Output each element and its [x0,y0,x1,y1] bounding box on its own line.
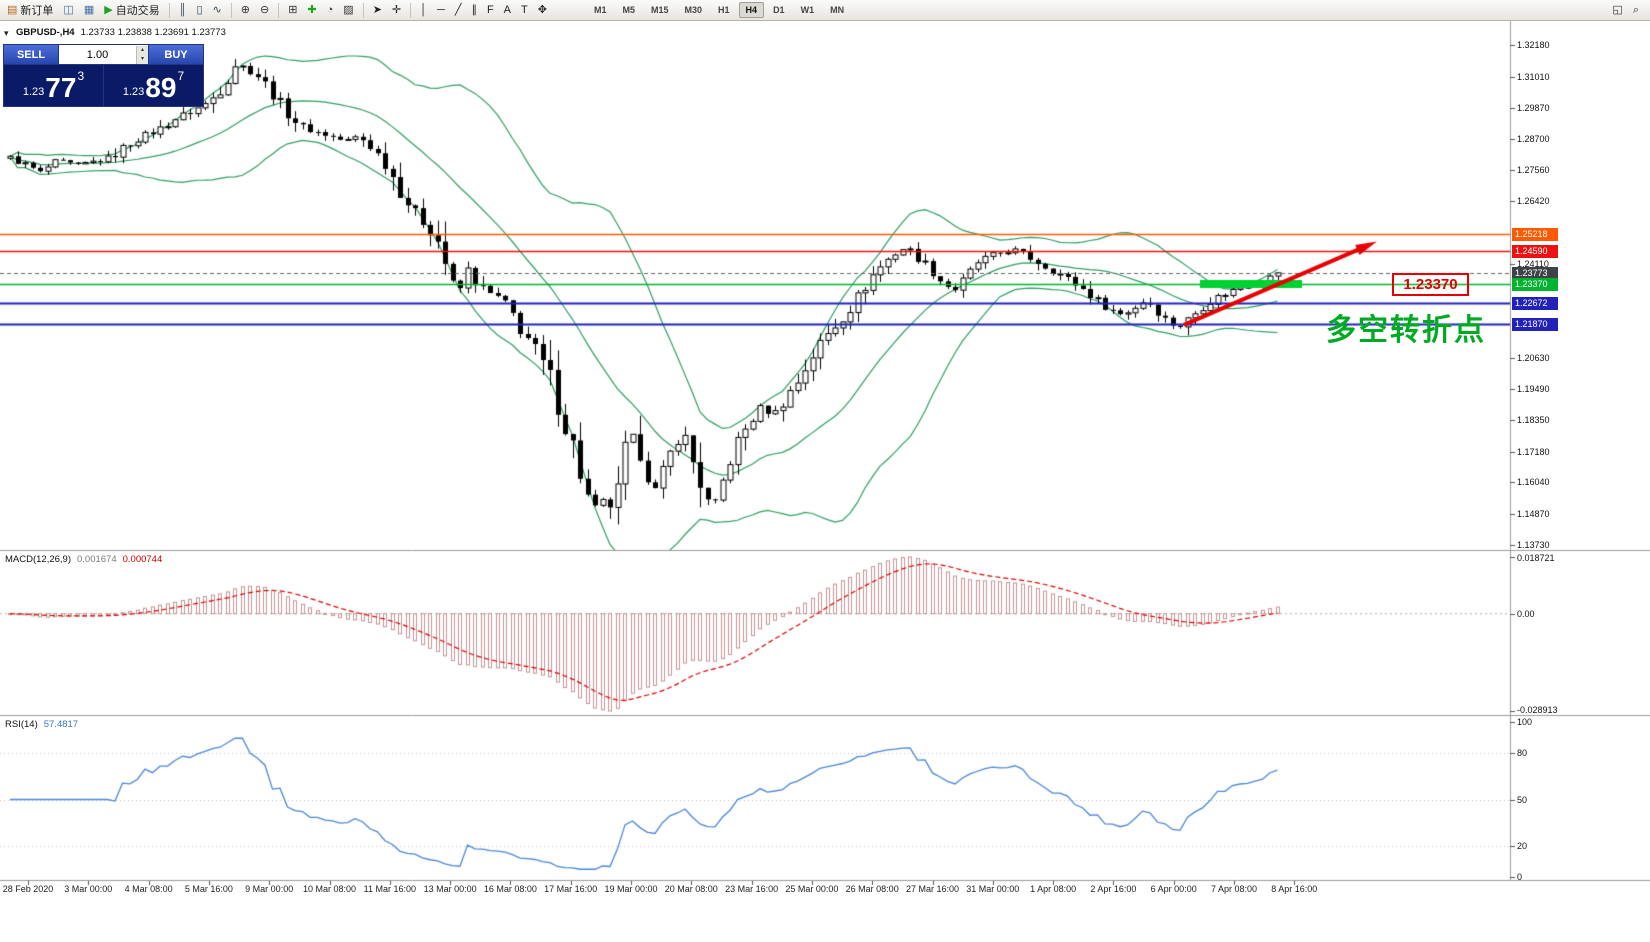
line-chart-icon: ∿ [212,4,222,16]
one-click-trading-panel: SELL 1.00 ▴ ▾ BUY 1.23 77 3 1.23 89 7 [3,44,204,107]
lot-value[interactable]: 1.00 [86,48,109,61]
timeframe-d1-button[interactable]: D1 [773,5,785,15]
cursor-button[interactable]: ➤ [369,1,386,19]
text-icon: A [503,4,512,16]
zoom-out-button[interactable]: ⊖ [256,1,273,19]
channel-icon: ∥ [471,4,477,16]
fibonacci-button[interactable]: F [483,1,498,19]
crosshair-icon: ✛ [391,4,402,16]
timeframe-h1-button[interactable]: H1 [718,5,730,15]
tile-windows-button[interactable]: ⊞ [284,1,301,19]
trendline-icon: ╱ [454,4,462,16]
search-button[interactable]: ⌕ [1629,1,1643,19]
symbol-period-label: GBPUSD-,H4 [16,27,75,38]
lot-spin-down-button[interactable]: ▾ [137,54,148,64]
zoom-out-icon: ⊖ [259,4,270,16]
candlestick-chart-icon: ▯ [196,4,203,16]
new-order-button-label: 新订单 [20,5,54,17]
candlestick-chart-button[interactable]: ▯ [192,1,206,19]
trendline-button[interactable]: ╱ [451,1,466,19]
main-toolbar: ▤ 新订单 ◫ ▦ ▶ 自动交易 ║ ▯ ∿ ⊕ ⊖ ⊞ ✚ ◔ ▨ ➤ ✛ │ ─ ╱ ∥ F A T ✥ M1 M5 M15 M30… [0,0,1650,21]
add-indicator-button[interactable]: ✚ [303,1,320,19]
text-label-icon: T [521,4,528,16]
profiles-icon: ▦ [83,4,95,16]
toolbar-separator [410,2,412,18]
chart-title-ohlc: GBPUSD-,H4 1.23733 1.23838 1.23691 1.2377… [16,27,226,38]
ohlc-values: 1.23733 1.23838 1.23691 1.23773 [80,27,226,38]
profiles-button[interactable]: ▦ [80,1,98,19]
price-divider [103,65,104,106]
timeframe-m1-button[interactable]: M1 [593,5,607,15]
zoom-in-button[interactable]: ⊕ [237,1,254,19]
sell-price-prefix: 1.23 [22,86,45,98]
zoom-in-icon: ⊕ [240,4,250,16]
templates-button[interactable]: ▨ [339,1,357,19]
toolbar-separator [168,2,170,18]
search-icon: ⌕ [1632,4,1639,16]
autotrading-icon: ▶ [104,4,113,16]
timeframe-m5-button[interactable]: M5 [622,5,635,15]
window-mode-icon: ◱ [1612,4,1623,16]
timeframe-h4-button[interactable]: H4 [738,2,765,18]
shapes-icon: ✥ [537,4,547,16]
timeframe-m15-button[interactable]: M15 [651,5,669,15]
crosshair-button[interactable]: ✛ [388,1,405,19]
one-click-collapse-button[interactable]: ▾ [4,28,9,38]
label-button[interactable]: T [517,1,532,19]
timeframe-toolbar: M1 M5 M15 M30 H1 H4 D1 W1 MN [586,2,852,18]
channel-button[interactable]: ∥ [467,1,481,19]
buy-button[interactable]: BUY [149,45,203,64]
sell-price-sup: 3 [77,69,85,83]
fibonacci-icon: F [486,4,494,16]
bar-chart-icon: ║ [178,4,187,16]
autotrading-button-label: 自动交易 [115,5,160,17]
timeframe-w1-button[interactable]: W1 [800,5,815,15]
add-indicator-icon: ✚ [307,4,317,16]
new-order-icon: ▤ [7,4,18,16]
chart-window-button[interactable]: ◫ [59,1,77,19]
vertical-line-button[interactable]: │ [416,1,431,19]
toolbar-right-group: ◱ ⌕ [1607,1,1644,19]
toolbar-separator [278,2,280,18]
chart-window-icon: ◫ [63,4,74,16]
toolbar-separator [230,2,232,18]
text-button[interactable]: A [500,1,515,19]
periods-button[interactable]: ◔ [323,1,338,19]
lot-spin-up-button[interactable]: ▴ [137,45,148,55]
timeframe-m30-button[interactable]: M30 [684,5,703,15]
lot-size-field[interactable]: 1.00 ▴ ▾ [58,45,149,64]
timeframe-mn-button[interactable]: MN [830,5,845,15]
bar-chart-button[interactable]: ║ [175,1,191,19]
cursor-icon: ➤ [372,4,382,16]
buy-price-big: 89 [145,72,177,103]
sell-price[interactable]: 1.23 77 3 [4,65,103,106]
sell-button[interactable]: SELL [4,45,58,64]
buy-price[interactable]: 1.23 89 7 [104,65,203,106]
line-chart-button[interactable]: ∿ [209,1,226,19]
shapes-button[interactable]: ✥ [534,1,551,19]
buy-price-prefix: 1.23 [122,86,145,98]
tile-windows-icon: ⊞ [288,4,298,16]
sell-price-big: 77 [45,72,77,103]
new-order-button[interactable]: ▤ 新订单 [3,1,57,19]
templates-icon: ▨ [343,4,354,16]
clock-icon: ◔ [326,4,334,16]
toolbar-separator [362,2,364,18]
horizontal-line-button[interactable]: ─ [433,1,449,19]
window-mode-button[interactable]: ◱ [1608,1,1626,19]
buy-price-sup: 7 [177,69,185,83]
lot-spinner: ▴ ▾ [136,45,148,64]
vertical-line-icon: │ [420,4,428,16]
horizontal-line-icon: ─ [437,4,445,16]
autotrading-button[interactable]: ▶ 自动交易 [100,1,163,19]
